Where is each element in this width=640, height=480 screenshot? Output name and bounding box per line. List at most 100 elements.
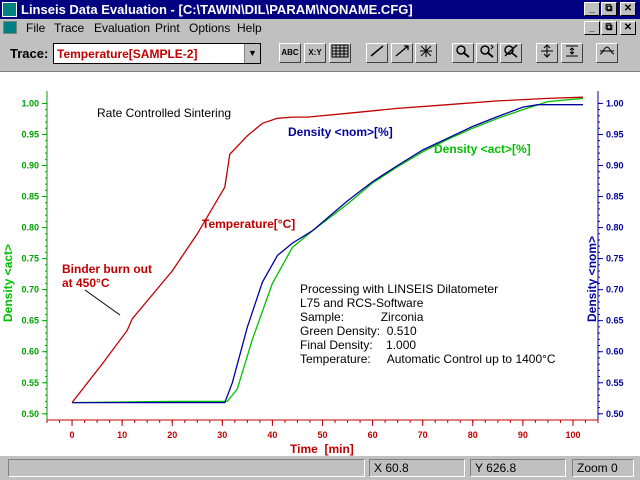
- crosshair-icon: [420, 45, 432, 57]
- y-tick-label-right: 0.70: [606, 285, 624, 295]
- y-tick-label-right: 0.50: [606, 409, 624, 419]
- align-button[interactable]: [536, 43, 558, 63]
- x-tick-label: 100: [565, 430, 580, 440]
- plot-area[interactable]: 0.50 0.50 0.55 0.55 0.60 0.60 0.65 0.65 0.70 0.70…: [0, 71, 640, 456]
- child-restore-button[interactable]: ⧉: [601, 21, 617, 35]
- chevron-down-icon[interactable]: ▼: [244, 44, 260, 63]
- window-title: Linseis Data Evaluation - [C:\TAWIN\DIL\…: [21, 2, 413, 17]
- y-tick-label-left: 0.75: [21, 254, 39, 264]
- density-act-curve: [71, 97, 584, 404]
- x-tick-label: 10: [117, 430, 127, 440]
- y-tick-label-left: 0.65: [21, 316, 39, 326]
- info-line: Sample: Zirconia: [300, 310, 424, 324]
- info-line: Temperature: Automatic Control up to 140…: [300, 352, 556, 366]
- x-axis-label: Time [min]: [290, 442, 354, 456]
- info-line: L75 and RCS-Software: [300, 296, 424, 310]
- minimize-button[interactable]: _: [584, 2, 600, 16]
- chart-ticks: 0.50 0.50 0.55 0.55 0.60 0.60 0.65 0.65 0.70 0.70…: [21, 98, 623, 440]
- status-x: X 60.8: [369, 459, 465, 477]
- y-tick-label-left: 0.60: [21, 347, 39, 357]
- temperature-curve: [71, 96, 584, 404]
- x-tick-label: 20: [167, 430, 177, 440]
- y-tick-label-left: 0.50: [21, 409, 39, 419]
- density-act-label: Density <act>[%]: [434, 142, 531, 156]
- grid-pattern-icon: [331, 44, 349, 58]
- menu-help[interactable]: Help: [237, 21, 262, 35]
- x-tick-label: 70: [418, 430, 428, 440]
- y-tick-label-left: 1.00: [21, 98, 39, 108]
- y-tick-label-left: 0.70: [21, 285, 39, 295]
- info-line: Final Density: 1.000: [300, 338, 416, 352]
- peak-marker-icon: [395, 45, 409, 57]
- status-y: Y 626.8: [470, 459, 566, 477]
- y-tick-label-right: 0.60: [606, 347, 624, 357]
- app-icon[interactable]: [2, 2, 17, 17]
- spacing-icon: [566, 45, 578, 57]
- chart-series: [71, 96, 584, 404]
- menu-evaluation[interactable]: Evaluation: [94, 21, 151, 35]
- y-axis-right-label: Density <nom>: [585, 236, 599, 322]
- y-tick-label-right: 0.80: [606, 223, 624, 233]
- title-bar: Linseis Data Evaluation - [C:\TAWIN\DIL\…: [0, 0, 640, 19]
- y-tick-label-right: 0.75: [606, 254, 624, 264]
- x-tick-label: 90: [518, 430, 528, 440]
- density-nom-label: Density <nom>[%]: [288, 125, 393, 139]
- y-tick-label-left: 0.95: [21, 129, 39, 139]
- menu-file[interactable]: File: [26, 21, 46, 35]
- x-tick-label: 30: [217, 430, 227, 440]
- status-y-value: 626.8: [486, 461, 517, 475]
- zoom-in-button[interactable]: [452, 43, 474, 63]
- xy-label-button[interactable]: X:Y: [304, 43, 326, 63]
- status-x-value: 60.8: [385, 461, 409, 475]
- y-tick-label-right: 0.95: [606, 129, 624, 139]
- menu-options[interactable]: Options: [189, 21, 231, 35]
- trace-select[interactable]: Temperature[SAMPLE-2] ▼: [53, 43, 261, 64]
- zoom-out-button[interactable]: [500, 43, 522, 63]
- curve-fit-button[interactable]: [596, 43, 618, 63]
- y-axis-left-label: Density <act>: [1, 244, 15, 322]
- binder-annotation-line2: at 450°C: [62, 276, 110, 290]
- y-tick-label-right: 1.00: [606, 98, 624, 108]
- chart-title: Rate Controlled Sintering: [97, 106, 231, 120]
- peak-tool-button[interactable]: [391, 43, 413, 63]
- status-bar: X 60.8 Y 626.8 Zoom 0: [0, 456, 640, 480]
- zoom-restore-button[interactable]: [476, 43, 498, 63]
- maximize-button[interactable]: ⧉: [601, 2, 617, 16]
- close-button[interactable]: ✕: [620, 2, 636, 16]
- menu-print[interactable]: Print: [155, 21, 180, 35]
- text-label-button[interactable]: ABC: [279, 43, 301, 63]
- info-line: Processing with LINSEIS Dilatometer: [300, 282, 498, 296]
- child-minimize-button[interactable]: _: [584, 21, 600, 35]
- document-icon[interactable]: [3, 21, 17, 34]
- y-tick-label-left: 0.85: [21, 192, 39, 202]
- menu-bar: File Trace Evaluation Print Options Help…: [0, 19, 640, 37]
- y-tick-label-right: 0.90: [606, 160, 624, 170]
- y-tick-label-right: 0.55: [606, 378, 624, 388]
- cursor-tool-button[interactable]: [415, 43, 437, 63]
- info-line: Green Density: 0.510: [300, 324, 417, 338]
- y-tick-label-left: 0.80: [21, 223, 39, 233]
- x-tick-label: 40: [267, 430, 277, 440]
- binder-annotation-line1: Binder burn out: [62, 262, 152, 276]
- magnifier-cross-icon: [504, 44, 518, 58]
- status-message: [8, 459, 365, 477]
- info-block: Processing with LINSEIS Dilatometer L75 …: [300, 282, 556, 366]
- x-tick-label: 80: [468, 430, 478, 440]
- y-tick-label-left: 0.90: [21, 160, 39, 170]
- diagonal-line-icon: [370, 45, 384, 57]
- curve-icon: [599, 46, 615, 55]
- line-tool-button[interactable]: [366, 43, 388, 63]
- x-tick-label: 0: [70, 430, 75, 440]
- spacing-button[interactable]: [561, 43, 583, 63]
- chart-axes: [46, 91, 599, 421]
- binder-annotation-arrow: [84, 289, 121, 316]
- child-close-button[interactable]: ✕: [620, 21, 636, 35]
- magnifier-back-icon: [480, 44, 494, 58]
- menu-trace[interactable]: Trace: [54, 21, 85, 35]
- density-nom-curve: [72, 104, 583, 404]
- status-x-label: X: [374, 461, 383, 475]
- dilatometer-chart: 0.50 0.50 0.55 0.55 0.60 0.60 0.65 0.65 0.70 0.70…: [1, 91, 624, 456]
- grid-pattern-button[interactable]: [329, 43, 351, 63]
- toolbar: Trace: Temperature[SAMPLE-2] ▼ ABC X:Y: [0, 37, 640, 71]
- y-tick-label-right: 0.65: [606, 316, 624, 326]
